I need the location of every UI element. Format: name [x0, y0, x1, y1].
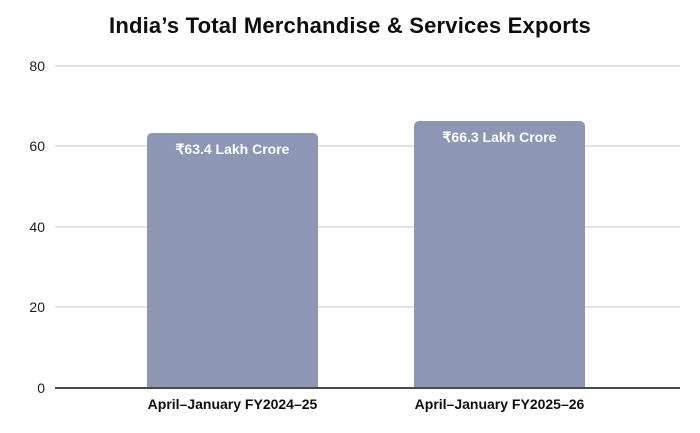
gridline: [55, 145, 680, 147]
y-tick-label: 80: [29, 58, 45, 74]
bar-value-label: ₹66.3 Lakh Crore: [442, 129, 557, 145]
chart-title: India’s Total Merchandise & Services Exp…: [109, 13, 591, 38]
gridline: [55, 226, 680, 228]
bar-value-label: ₹63.4 Lakh Crore: [175, 141, 290, 157]
x-category-label: April–January FY2024–25: [147, 396, 318, 412]
bar: ₹63.4 Lakh Crore: [147, 133, 318, 388]
x-axis-baseline: [55, 387, 680, 389]
gridline: [55, 65, 680, 67]
y-tick-label: 60: [29, 138, 45, 154]
y-tick-label: 20: [29, 299, 45, 315]
x-category-label: April–January FY2025–26: [414, 396, 585, 412]
y-tick-label: 40: [29, 219, 45, 235]
bar: ₹66.3 Lakh Crore: [414, 121, 585, 388]
gridline: [55, 306, 680, 308]
y-tick-label: 0: [37, 380, 45, 396]
plot-area: ₹63.4 Lakh Crore ₹66.3 Lakh Crore: [55, 65, 680, 389]
